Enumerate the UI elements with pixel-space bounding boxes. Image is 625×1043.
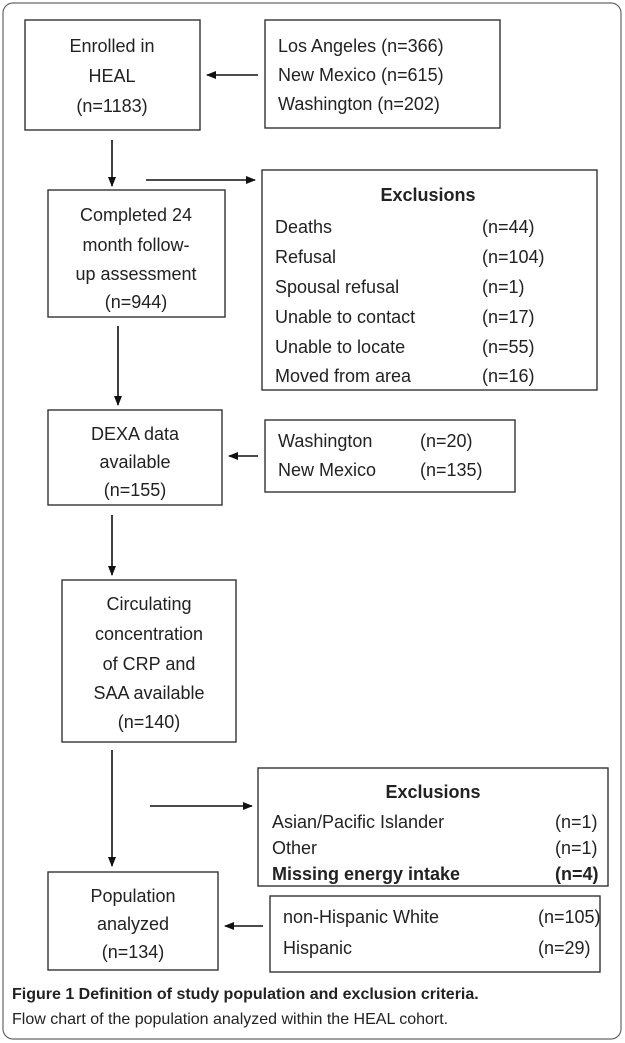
row-count: (n=1)	[555, 812, 598, 832]
row-label: Refusal	[275, 247, 336, 267]
side-box: Los Angeles (n=366) New Mexico (n=615) W…	[264, 19, 501, 129]
row-label: Unable to contact	[275, 307, 415, 327]
row-count: (n=55)	[482, 337, 535, 357]
step-text: analyzed	[97, 914, 169, 934]
step-text: (n=155)	[104, 480, 167, 500]
step-text: (n=1183)	[76, 96, 147, 116]
step-text: HEAL	[88, 66, 135, 86]
row-label: Missing energy intake	[272, 864, 460, 884]
step-box: Circulating concentration of CRP and SAA…	[61, 579, 237, 743]
row-count: (n=44)	[482, 217, 535, 237]
row-label: Unable to locate	[275, 337, 405, 357]
row-count: (n=29)	[538, 938, 591, 958]
row-label: Spousal refusal	[275, 277, 399, 297]
box-title: Exclusions	[385, 782, 480, 802]
step-text: Population	[90, 886, 175, 906]
row-count: (n=1)	[482, 277, 525, 297]
step-text: (n=140)	[118, 712, 181, 732]
row-count: (n=1)	[555, 838, 598, 858]
step-box: DEXA data available (n=155)	[47, 409, 223, 506]
row-label: Deaths	[275, 217, 332, 237]
row-label: non-Hispanic White	[283, 907, 439, 927]
step-text: Completed 24	[80, 205, 192, 225]
row-count: (n=4)	[555, 864, 599, 884]
step-text: of CRP and	[103, 654, 196, 674]
box-title: Exclusions	[380, 185, 475, 205]
row-count: (n=135)	[420, 460, 483, 480]
step-box: Completed 24 month follow- up assessment…	[47, 189, 226, 318]
step-text: SAA available	[93, 683, 204, 703]
row-text: New Mexico (n=615)	[278, 65, 444, 85]
row-count: (n=20)	[420, 431, 473, 451]
row-count: (n=105)	[538, 907, 601, 927]
step-text: Circulating	[106, 594, 191, 614]
row-label: Moved from area	[275, 366, 412, 386]
row-text: Washington (n=202)	[278, 94, 440, 114]
row-label: Washington	[278, 431, 372, 451]
row-label: Other	[272, 838, 317, 858]
row-label: Hispanic	[283, 938, 352, 958]
step-text: month follow-	[82, 235, 189, 255]
step-box: Population analyzed (n=134)	[47, 871, 219, 971]
step-text: DEXA data	[91, 424, 180, 444]
row-count: (n=104)	[482, 247, 545, 267]
caption-text: Flow chart of the population analyzed wi…	[12, 1011, 448, 1028]
step-text: available	[99, 452, 170, 472]
side-box: Washington (n=20) New Mexico (n=135)	[264, 419, 516, 493]
row-count: (n=17)	[482, 307, 535, 327]
step-text: Enrolled in	[69, 36, 154, 56]
caption-title: Figure 1 Definition of study population …	[12, 986, 479, 1003]
side-box: Exclusions Deaths (n=44) Refusal (n=104) S…	[261, 169, 598, 391]
row-count: (n=16)	[482, 366, 535, 386]
step-text: (n=944)	[105, 292, 168, 312]
side-box: non-Hispanic White (n=105) Hispanic (n=29)	[269, 895, 601, 973]
row-label: Asian/Pacific Islander	[272, 812, 444, 832]
step-box: Enrolled in HEAL (n=1183)	[24, 19, 201, 131]
step-text: (n=134)	[102, 942, 165, 962]
step-text: up assessment	[75, 264, 196, 284]
side-box: Exclusions Asian/Pacific Islander (n=1) O…	[257, 767, 609, 887]
step-text: concentration	[95, 624, 203, 644]
row-text: Los Angeles (n=366)	[278, 36, 444, 56]
row-label: New Mexico	[278, 460, 376, 480]
